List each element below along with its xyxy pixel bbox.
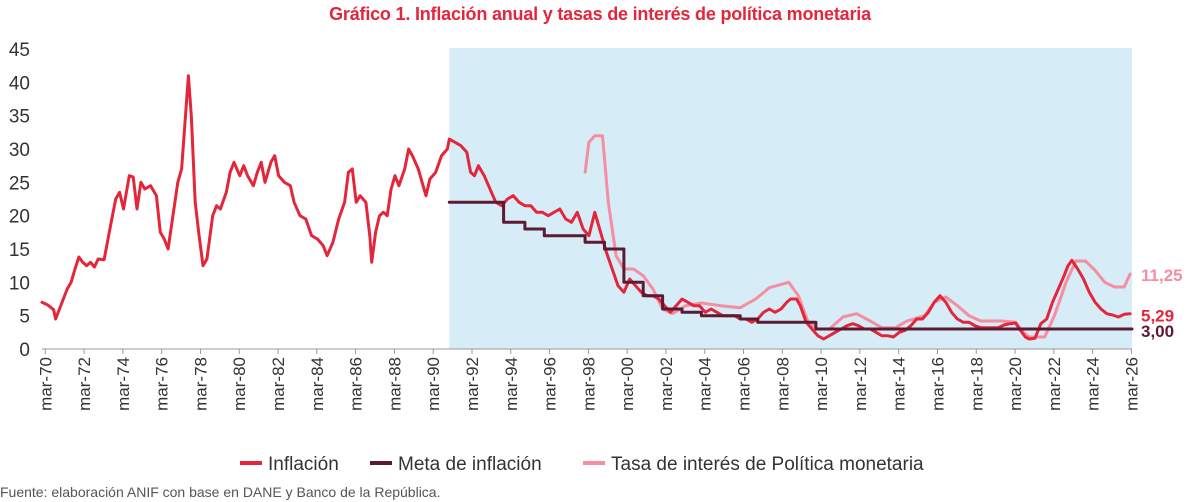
x-tick-label: mar-88 — [385, 357, 404, 411]
end-value-label: 5,29 — [1141, 307, 1174, 326]
x-tick-label: mar-92 — [463, 357, 482, 411]
y-tick-label: 40 — [9, 73, 30, 94]
y-tick-label: 35 — [9, 107, 30, 128]
x-tick-label: mar-80 — [230, 357, 249, 411]
x-tick-label: mar-24 — [1084, 357, 1103, 411]
x-tick-label: mar-08 — [773, 357, 792, 411]
x-tick-label: mar-22 — [1045, 357, 1064, 411]
x-tick-label: mar-78 — [191, 357, 210, 411]
x-tick-label: mar-10 — [812, 357, 831, 411]
legend-label: Tasa de interés de Política monetaria — [611, 454, 924, 475]
y-tick-label: 0 — [19, 340, 30, 361]
x-tick-label: mar-70 — [36, 357, 55, 411]
shaded-region — [449, 48, 1132, 349]
x-tick-label: mar-12 — [851, 357, 870, 411]
chart-title: Gráfico 1. Inflación anual y tasas de in… — [329, 4, 871, 24]
x-tick-label: mar-72 — [75, 357, 94, 411]
y-tick-label: 10 — [9, 273, 30, 294]
x-tick-label: mar-74 — [114, 357, 133, 411]
series-line-meta-de-inflacion — [447, 200, 1134, 331]
x-tick-label: mar-18 — [967, 357, 986, 411]
x-tick-label: mar-20 — [1006, 357, 1025, 411]
end-value-label: 3,00 — [1141, 322, 1174, 341]
series-line-inflacion — [40, 74, 1132, 341]
x-tick-label: mar-82 — [269, 357, 288, 411]
legend-label: Meta de inflación — [398, 454, 542, 475]
y-tick-label: 15 — [9, 240, 30, 261]
y-tick-label: 30 — [9, 140, 30, 161]
x-tick-label: mar-06 — [735, 357, 754, 411]
x-tick-label: mar-16 — [928, 357, 947, 411]
x-tick-label: mar-76 — [153, 357, 172, 411]
end-value-label: 11,25 — [1141, 266, 1183, 285]
x-tick-label: mar-96 — [541, 357, 560, 411]
x-tick-label: mar-26 — [1122, 357, 1141, 411]
x-tick-label: mar-84 — [308, 357, 327, 411]
y-tick-label: 25 — [9, 173, 30, 194]
x-tick-label: mar-00 — [618, 357, 637, 411]
x-tick-label: mar-94 — [502, 357, 521, 411]
y-tick-label: 45 — [9, 40, 30, 61]
x-tick-label: mar-14 — [890, 357, 909, 411]
x-tick-label: mar-90 — [424, 357, 443, 411]
y-tick-label: 5 — [19, 307, 30, 328]
legend-label: Inflación — [268, 454, 339, 475]
x-tick-label: mar-02 — [657, 357, 676, 411]
x-tick-label: mar-98 — [579, 357, 598, 411]
series-line-tasa-de-interes-de-politica-monetaria — [583, 134, 1132, 339]
y-tick-label: 20 — [9, 207, 30, 228]
chart-source-note: Fuente: elaboración ANIF con base en DAN… — [0, 484, 441, 500]
x-tick-label: mar-04 — [696, 357, 715, 411]
x-tick-label: mar-86 — [347, 357, 366, 411]
